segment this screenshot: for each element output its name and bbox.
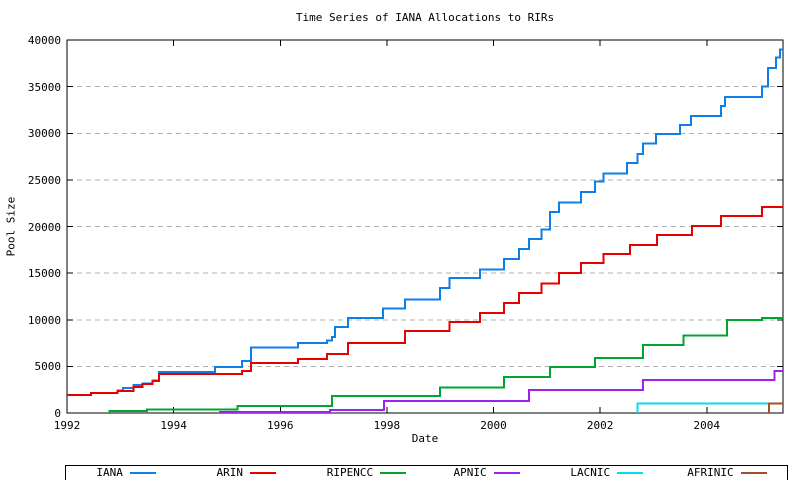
series-line-lacnic (636, 402, 783, 413)
legend-line-sample (493, 472, 520, 474)
y-tick-label: 20000 (27, 220, 61, 234)
series-line-afrinic (768, 402, 783, 413)
y-tick-label: 10000 (27, 313, 61, 327)
series-line-apnic (219, 370, 783, 413)
legend-label: RIPENCC (326, 466, 374, 479)
x-tick-label: 1998 (373, 419, 401, 432)
x-tick-label: 1994 (160, 419, 187, 432)
legend-line-sample (740, 472, 767, 474)
legend-item-lacnic: LACNIC (547, 467, 667, 479)
series-line-ripencc (108, 316, 783, 413)
series-line-arin (67, 205, 783, 396)
y-tick-label: 0 (54, 407, 61, 420)
legend-item-arin: ARIN (186, 467, 306, 479)
legend-item-ripencc: RIPENCC (306, 467, 426, 479)
legend-line-sample (250, 472, 276, 474)
x-tick-label: 2002 (586, 419, 614, 432)
legend-item-iana: IANA (66, 467, 186, 479)
legend-line-sample (617, 472, 644, 474)
y-tick-label: 40000 (27, 34, 61, 47)
legend-label: AFRINIC (687, 466, 734, 479)
legend-label: LACNIC (570, 466, 611, 479)
legend-label: ARIN (216, 466, 244, 479)
x-axis-label: Date (411, 432, 439, 445)
x-tick-label: 2000 (480, 419, 507, 432)
y-tick-label: 25000 (27, 173, 61, 187)
x-tick-label: 1996 (267, 419, 294, 432)
y-tick-label: 35000 (27, 80, 61, 94)
legend-item-apnic: APNIC (427, 467, 547, 479)
legend-label: IANA (96, 466, 123, 479)
legend-line-sample (129, 472, 156, 474)
x-tick-label: 2004 (693, 419, 721, 432)
y-tick-label: 15000 (27, 267, 61, 281)
x-tick-label: 1992 (53, 419, 81, 432)
legend-label: APNIC (453, 466, 487, 479)
y-tick-label: 30000 (27, 127, 61, 141)
y-tick-label: 5000 (34, 360, 62, 374)
legend-item-afrinic: AFRINIC (667, 467, 787, 479)
legend-line-sample (380, 472, 407, 474)
chart-title: Time Series of IANA Allocations to RIRs (295, 11, 555, 24)
legend-box: IANA ARIN RIPENCC APNIC LACNIC AFRINIC (65, 465, 788, 480)
series-line-iana (67, 48, 783, 396)
